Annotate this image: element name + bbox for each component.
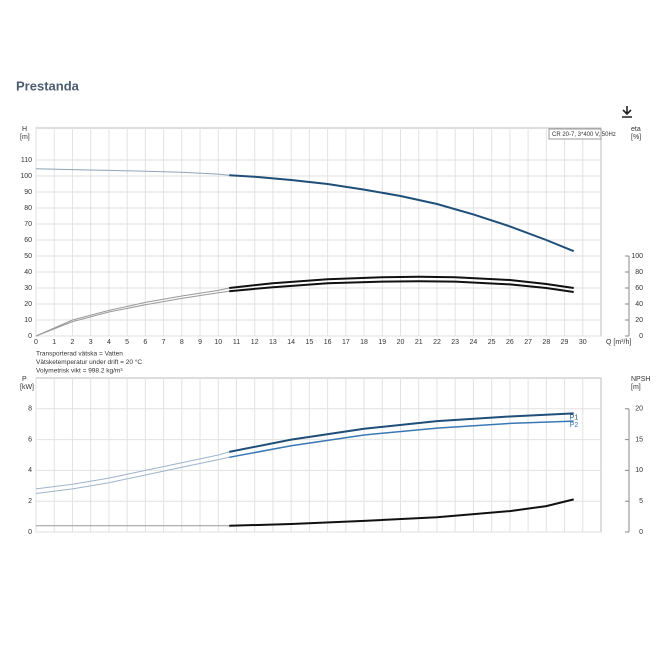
x-tick-label: 10 <box>214 339 222 346</box>
y-tick-label: 100 <box>20 173 32 180</box>
x-tick-label: 27 <box>524 339 532 346</box>
y-tick-label: 60 <box>24 237 32 244</box>
series-label: P2 <box>570 422 579 429</box>
y-tick-label: 0 <box>28 333 32 340</box>
y-tick-label: 70 <box>24 221 32 228</box>
annotation: CR 20-7, 3*400 V, 50Hz <box>552 132 616 138</box>
y2-tick-label: 80 <box>635 269 643 276</box>
y-tick-label: 2 <box>28 498 32 505</box>
y-unit: [kW] <box>20 384 34 391</box>
x-tick-label: 13 <box>269 339 277 346</box>
x-tick-label: 25 <box>488 339 496 346</box>
x-tick-label: 18 <box>360 339 368 346</box>
note: Transporterad vätska = Vatten <box>36 351 123 358</box>
series-line <box>229 174 575 253</box>
y-tick-label: 80 <box>24 205 32 212</box>
y-tick-label: 0 <box>28 529 32 536</box>
y-tick-label: 6 <box>28 436 32 443</box>
x-tick-label: 5 <box>125 339 129 346</box>
y-tick-label: 50 <box>24 253 32 260</box>
x-tick-label: 24 <box>470 339 478 346</box>
y-tick-label: 30 <box>24 285 32 292</box>
x-tick-label: 6 <box>143 339 147 346</box>
x-tick-label: 17 <box>342 339 350 346</box>
x-tick-label: 11 <box>233 339 240 346</box>
x-tick-label: 15 <box>305 339 313 346</box>
y-tick-label: 40 <box>24 269 32 276</box>
x-tick-label: 23 <box>451 339 459 346</box>
series-line <box>35 451 230 490</box>
x-tick-label: 19 <box>378 339 386 346</box>
x-tick-label: 21 <box>415 339 423 346</box>
x-label: Q [m³/h] <box>606 339 631 346</box>
x-tick-label: 20 <box>397 339 405 346</box>
plot-area <box>35 377 602 533</box>
x-tick-label: 29 <box>561 339 569 346</box>
note: Volymetrisk vikt = 998.2 kg/m³ <box>36 368 123 375</box>
x-tick-label: 8 <box>180 339 184 346</box>
y2-unit: [m] <box>631 384 641 391</box>
y2-tick-label: 100 <box>631 253 643 260</box>
download-icon[interactable] <box>622 106 632 118</box>
series-line <box>229 280 574 293</box>
y2-tick-label: 0 <box>639 529 643 536</box>
x-tick-label: 22 <box>433 339 441 346</box>
series-line <box>229 412 574 453</box>
note: Vätsketemperatur under drift = 20 °C <box>36 358 142 366</box>
annotation-box <box>548 128 602 140</box>
x-tick-label: 30 <box>579 339 587 346</box>
x-tick-label: 3 <box>89 339 93 346</box>
y2-tick-label: 20 <box>635 317 643 324</box>
x-tick-label: 1 <box>52 339 56 346</box>
y-tick-label: 110 <box>21 157 32 164</box>
series-line <box>229 498 574 527</box>
series-line <box>35 287 230 337</box>
series-label: P1 <box>570 414 579 421</box>
y-label: P <box>22 376 27 383</box>
y-tick-label: 8 <box>28 406 32 413</box>
y-label: H <box>22 126 27 133</box>
y2-tick-label: 20 <box>635 406 643 413</box>
series-line <box>35 456 230 494</box>
y-tick-label: 20 <box>24 301 32 308</box>
y2-tick-label: 60 <box>635 285 643 292</box>
x-tick-label: 14 <box>287 339 295 346</box>
y2-tick-label: 10 <box>635 467 643 474</box>
x-tick-label: 4 <box>107 339 111 346</box>
series-line <box>229 420 574 459</box>
y2-label: NPSH <box>631 376 650 383</box>
x-tick-label: 28 <box>542 339 550 346</box>
y-unit: [m] <box>20 134 30 141</box>
y2-unit: [%] <box>631 134 641 141</box>
y2-tick-label: 15 <box>635 436 643 443</box>
series-line <box>229 275 574 289</box>
x-tick-label: 2 <box>70 339 74 346</box>
y2-label: eta <box>631 126 641 133</box>
x-tick-label: 12 <box>251 339 259 346</box>
x-tick-label: 9 <box>198 339 202 346</box>
y-tick-label: 4 <box>28 467 32 474</box>
x-tick-label: 26 <box>506 339 514 346</box>
series-line <box>35 168 230 176</box>
x-tick-label: 16 <box>324 339 332 346</box>
y2-tick-label: 40 <box>635 301 643 308</box>
x-tick-label: 0 <box>34 339 38 346</box>
x-tick-label: 7 <box>162 339 166 346</box>
y2-tick-label: 0 <box>639 333 643 340</box>
y2-tick-label: 5 <box>639 498 643 505</box>
y-tick-label: 90 <box>24 189 32 196</box>
series-line <box>35 290 230 337</box>
plot-area <box>35 127 602 337</box>
page-title: Prestanda <box>16 78 80 93</box>
y-tick-label: 10 <box>24 317 32 324</box>
